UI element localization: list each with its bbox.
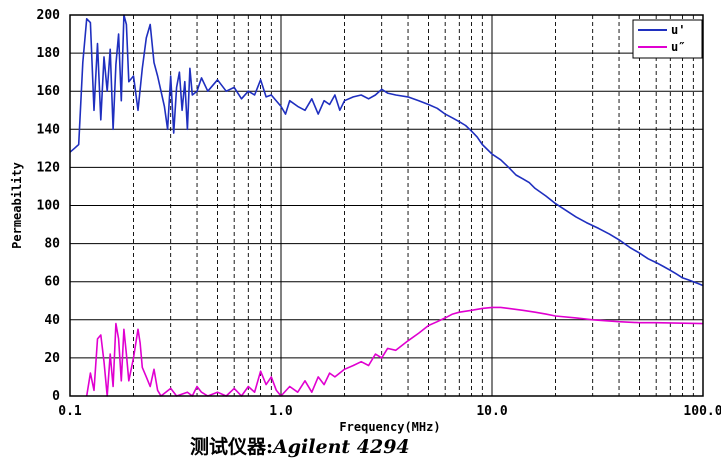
y-tick-label: 120	[37, 160, 61, 175]
y-tick-label: 60	[44, 275, 60, 290]
y-tick-label: 160	[37, 84, 61, 99]
y-tick-label: 180	[37, 46, 61, 61]
x-tick-label: 0.1	[58, 404, 82, 419]
caption-prefix: 测试仪器:	[190, 436, 274, 458]
legend-box	[632, 19, 703, 59]
legend-label: u″	[671, 40, 685, 54]
series-line-u-double-prime	[85, 306, 704, 397]
y-tick-label: 140	[37, 122, 61, 137]
x-tick-label: 1.0	[269, 404, 293, 419]
legend: u' u″	[632, 19, 703, 59]
series-line-u-prime	[69, 14, 704, 287]
series-layer	[69, 14, 704, 397]
y-tick-label: 200	[37, 8, 61, 23]
caption-instrument: Agilent 4294	[273, 436, 410, 458]
x-axis-label: Frequency(MHz)	[339, 420, 440, 434]
y-tick-label: 20	[44, 351, 60, 366]
instrument-caption: 测试仪器:Agilent 4294	[190, 432, 530, 459]
y-tick-label: 0	[52, 389, 60, 404]
plot-frame	[69, 14, 704, 397]
y-tick-label: 100	[37, 199, 61, 214]
tick-layer: 0 20 40 60 80 100 120 140 160 180 200 0.1 1.0 10.0 100…	[37, 8, 721, 419]
x-tick-label: 10.0	[476, 404, 507, 419]
x-tick-label: 100.0	[683, 404, 721, 419]
y-axis-label: Permeability	[10, 162, 24, 249]
legend-label: u'	[671, 23, 685, 37]
y-tick-label: 80	[44, 237, 60, 252]
grid-layer	[69, 14, 704, 397]
y-tick-label: 40	[44, 313, 60, 328]
